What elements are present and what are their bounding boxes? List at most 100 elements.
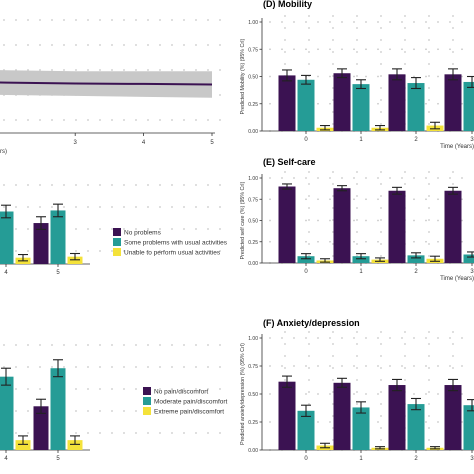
legend-label: No problems bbox=[124, 230, 162, 237]
grid-dot bbox=[305, 219, 307, 222]
grid-dot bbox=[317, 219, 319, 222]
grid-dot bbox=[404, 331, 406, 333]
bar bbox=[0, 211, 14, 264]
grid-dot bbox=[123, 69, 125, 71]
grid-dot bbox=[135, 250, 137, 252]
grid-dot bbox=[353, 219, 355, 222]
y-tick-label: 1.00 bbox=[248, 336, 258, 342]
grid-dot bbox=[380, 123, 382, 125]
grid-dot bbox=[63, 119, 65, 121]
grid-dot bbox=[15, 228, 17, 230]
bar bbox=[352, 84, 370, 131]
grid-dot bbox=[452, 63, 454, 65]
grid-dot bbox=[123, 44, 125, 46]
bar bbox=[333, 73, 351, 131]
grid-dot bbox=[195, 19, 197, 21]
x-tick-label: 1 bbox=[359, 137, 363, 143]
grid-dot bbox=[308, 343, 310, 345]
grid-dot bbox=[183, 119, 185, 121]
grid-dot bbox=[99, 119, 101, 121]
grid-dot bbox=[452, 39, 454, 41]
grid-dot bbox=[284, 15, 286, 17]
grid-dot bbox=[281, 365, 283, 367]
grid-dot bbox=[111, 44, 113, 46]
grid-dot bbox=[380, 99, 382, 101]
grid-dot bbox=[99, 44, 101, 46]
grid-dot bbox=[51, 119, 53, 121]
y-tick-label: 0.50 bbox=[248, 392, 258, 398]
grid-dot bbox=[284, 63, 286, 65]
grid-dot bbox=[159, 344, 161, 346]
grid-dot bbox=[425, 198, 427, 201]
grid-dot bbox=[305, 198, 307, 201]
grid-dot bbox=[356, 207, 358, 209]
grid-dot bbox=[452, 171, 454, 173]
y-axis-label-E: Predicted self care (%) (95% CrI) bbox=[240, 181, 246, 259]
grid-dot bbox=[51, 69, 53, 71]
bar bbox=[278, 186, 296, 263]
grid-dot bbox=[75, 388, 77, 390]
grid-dot bbox=[284, 367, 286, 369]
grid-dot bbox=[425, 75, 427, 78]
grid-dot bbox=[135, 388, 137, 390]
grid-dot bbox=[380, 195, 382, 197]
grid-dot bbox=[332, 51, 334, 53]
grid-dot bbox=[27, 206, 29, 208]
grid-dot bbox=[380, 403, 382, 405]
grid-dot bbox=[207, 119, 209, 121]
grid-dot bbox=[332, 415, 334, 417]
grid-dot bbox=[15, 344, 17, 346]
grid-dot bbox=[353, 240, 355, 243]
grid-dot bbox=[51, 184, 53, 186]
grid-dot bbox=[293, 21, 295, 23]
grid-dot bbox=[269, 21, 271, 23]
grid-dot bbox=[356, 63, 358, 65]
grid-dot bbox=[332, 231, 334, 233]
grid-dot bbox=[428, 403, 430, 405]
grid-dot bbox=[207, 250, 209, 252]
grid-dot bbox=[380, 183, 382, 185]
grid-dot bbox=[356, 27, 358, 29]
bar bbox=[463, 405, 474, 450]
grid-dot bbox=[389, 365, 391, 367]
grid-dot bbox=[147, 344, 149, 346]
bar bbox=[463, 254, 474, 263]
grid-dot bbox=[404, 367, 406, 369]
grid-dot bbox=[389, 177, 391, 179]
grid-dot bbox=[269, 393, 271, 395]
grid-dot bbox=[380, 63, 382, 65]
grid-dot bbox=[219, 94, 221, 96]
grid-dot bbox=[159, 19, 161, 21]
legend-label: Moderate pain/discomfort bbox=[154, 399, 228, 406]
grid-dot bbox=[284, 331, 286, 333]
bar bbox=[297, 79, 315, 131]
grid-dot bbox=[437, 219, 439, 222]
grid-dot bbox=[461, 177, 463, 179]
grid-dot bbox=[317, 240, 319, 243]
grid-dot bbox=[380, 439, 382, 441]
grid-dot bbox=[219, 44, 221, 46]
bar bbox=[67, 440, 83, 450]
grid-dot bbox=[329, 198, 331, 201]
grid-dot bbox=[195, 228, 197, 230]
grid-dot bbox=[123, 228, 125, 230]
x-axis-label-partial: rs) bbox=[0, 149, 7, 155]
grid-dot bbox=[377, 48, 379, 51]
grid-dot bbox=[75, 44, 77, 46]
grid-dot bbox=[15, 388, 17, 390]
grid-dot bbox=[51, 19, 53, 21]
x-tick-label: 2 bbox=[414, 137, 418, 143]
grid-dot bbox=[269, 75, 271, 78]
grid-dot bbox=[219, 432, 221, 434]
grid-dot bbox=[332, 439, 334, 441]
grid-dot bbox=[353, 21, 355, 23]
grid-dot bbox=[317, 365, 319, 367]
grid-dot bbox=[27, 184, 29, 186]
grid-dot bbox=[425, 48, 427, 51]
grid-dot bbox=[332, 355, 334, 357]
grid-dot bbox=[365, 75, 367, 78]
grid-dot bbox=[377, 365, 379, 367]
grid-dot bbox=[332, 207, 334, 209]
grid-dot bbox=[183, 250, 185, 252]
